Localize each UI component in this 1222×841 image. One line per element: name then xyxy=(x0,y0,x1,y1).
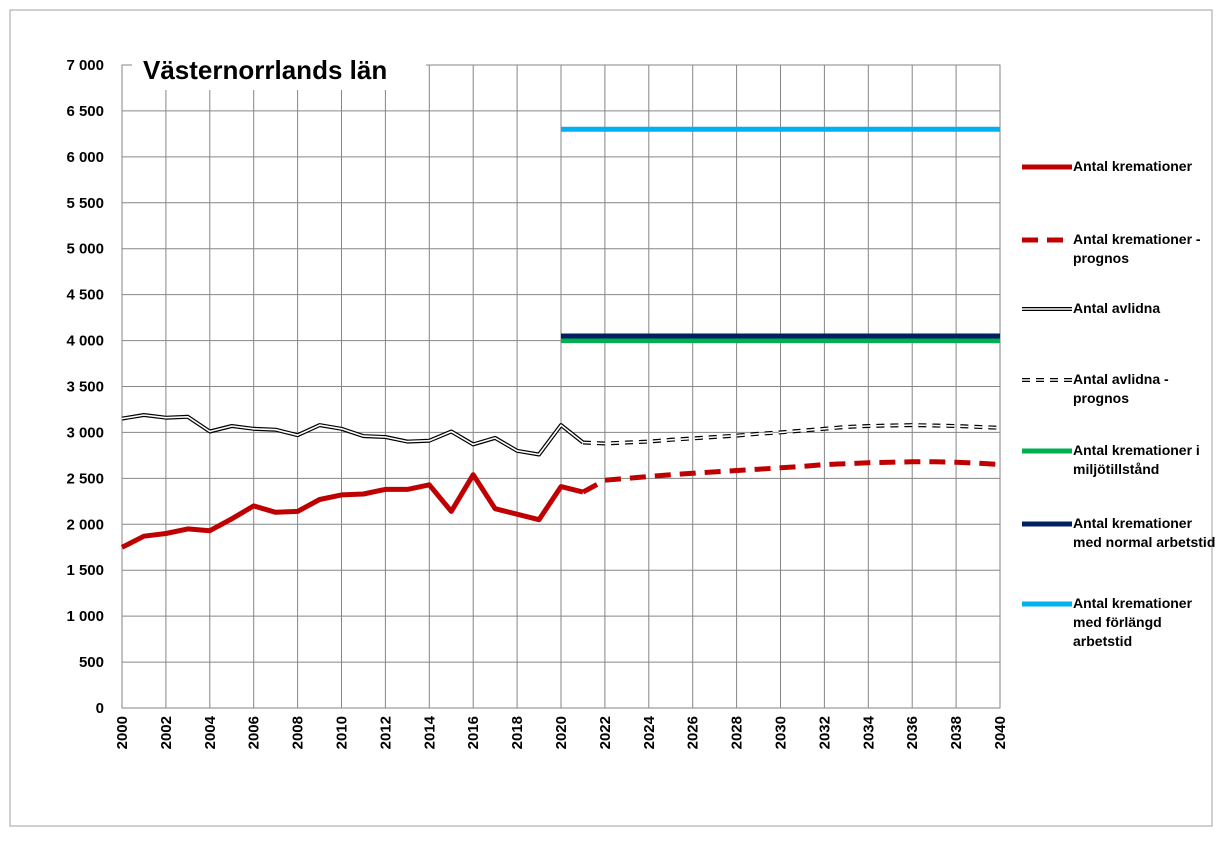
y-tick-label: 4 500 xyxy=(66,287,104,304)
x-tick-label: 2040 xyxy=(992,716,1009,749)
x-tick-label: 2020 xyxy=(553,716,570,749)
legend-label: Antal kremationer med normal arbetstid xyxy=(1073,515,1216,550)
x-tick-label: 2010 xyxy=(334,716,351,749)
x-tick-label: 2022 xyxy=(597,716,614,749)
legend-label: Antal avlidna - prognos xyxy=(1073,371,1169,406)
x-tick-label: 2024 xyxy=(641,715,658,749)
series-line xyxy=(581,459,1001,495)
y-tick-label: 6 000 xyxy=(66,149,104,166)
x-tick-label: 2002 xyxy=(158,716,175,749)
y-tick-label: 5 500 xyxy=(66,195,104,212)
x-tick-label: 2026 xyxy=(685,716,702,749)
y-tick-label: 4 000 xyxy=(66,333,104,350)
x-tick-label: 2038 xyxy=(948,716,965,749)
y-tick-label: 7 000 xyxy=(66,57,104,74)
x-tick-label: 2016 xyxy=(465,716,482,749)
x-tick-label: 2004 xyxy=(202,715,219,749)
x-tick-label: 2014 xyxy=(421,715,438,749)
y-tick-label: 2 500 xyxy=(66,470,104,487)
x-tick-label: 2032 xyxy=(816,716,833,749)
x-tick-label: 2000 xyxy=(114,716,131,749)
y-tick-label: 500 xyxy=(79,654,104,671)
x-tick-label: 2030 xyxy=(773,716,790,749)
x-tick-label: 2034 xyxy=(860,715,877,749)
x-tick-label: 2028 xyxy=(729,716,746,749)
legend-label: Antal kremationer i miljötillstånd xyxy=(1073,442,1200,477)
x-tick-label: 2036 xyxy=(904,716,921,749)
y-tick-label: 1 500 xyxy=(66,562,104,579)
y-tick-label: 6 500 xyxy=(66,103,104,120)
legend-label: Antal kremationer xyxy=(1073,158,1193,174)
x-tick-label: 2006 xyxy=(246,716,263,749)
y-tick-label: 2 000 xyxy=(66,516,104,533)
x-tick-label: 2012 xyxy=(377,716,394,749)
y-tick-label: 3 500 xyxy=(66,379,104,396)
x-tick-label: 2018 xyxy=(509,716,526,749)
y-tick-label: 3 000 xyxy=(66,424,104,441)
legend-label: Antal avlidna xyxy=(1073,300,1161,316)
series-line xyxy=(120,472,584,550)
y-tick-label: 5 000 xyxy=(66,241,104,258)
legend-label: Antal kremationer med förlängd arbetstid xyxy=(1073,595,1193,649)
title-background xyxy=(132,50,426,90)
legend-label: Antal kremationer - prognos xyxy=(1073,231,1201,266)
chart-title: Västernorrlands län xyxy=(143,55,387,85)
x-tick-label: 2008 xyxy=(290,716,307,749)
y-tick-label: 1 000 xyxy=(66,608,104,625)
series-line-inner xyxy=(121,414,584,456)
y-tick-label: 0 xyxy=(96,700,104,717)
